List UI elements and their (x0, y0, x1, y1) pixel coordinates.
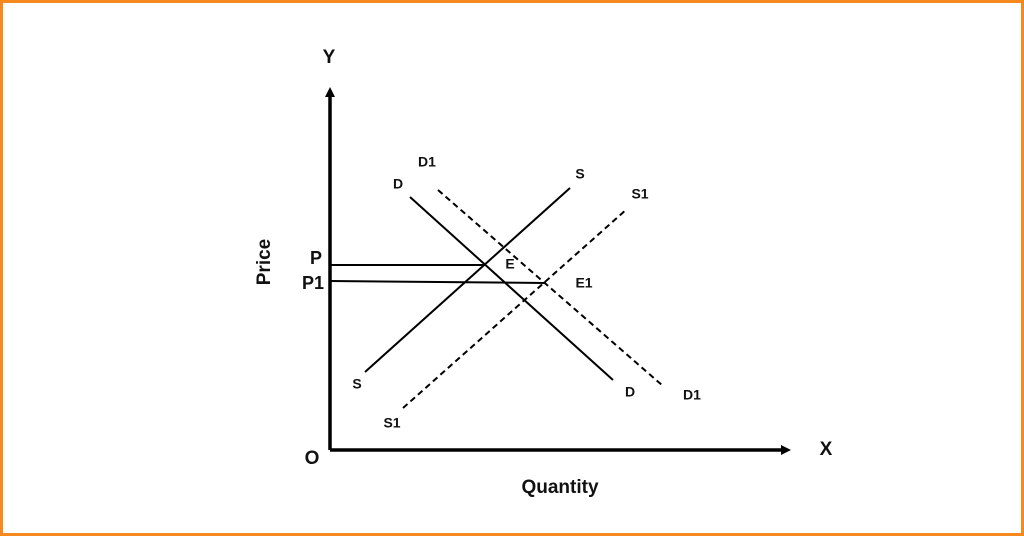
equilibrium-label: E1 (575, 275, 592, 291)
origin-label: O (305, 448, 320, 469)
price-line (329, 280, 547, 284)
equilibrium-label: E (505, 256, 514, 272)
supply-curve (364, 187, 571, 373)
x-title: Quantity (521, 477, 598, 498)
curve-label: D (625, 384, 635, 400)
x-axis-label: X (820, 439, 833, 460)
curve-label: D (393, 176, 403, 192)
price-label: P1 (302, 273, 324, 293)
demand-curve (409, 196, 614, 381)
price-label: P (310, 248, 322, 268)
curve-label: D1 (418, 154, 436, 170)
y-title: Price (254, 239, 275, 285)
curve-label: S1 (631, 186, 648, 202)
curve-label: D1 (683, 387, 701, 403)
curve-label: S (352, 376, 361, 392)
y-axis-label: Y (323, 47, 336, 68)
curve-label: S1 (383, 415, 400, 431)
curve-label: S (575, 166, 584, 182)
